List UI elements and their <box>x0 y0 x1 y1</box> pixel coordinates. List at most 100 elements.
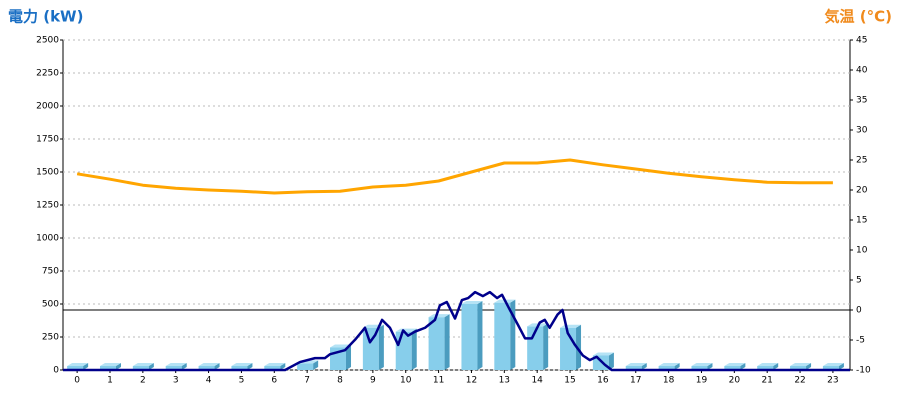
bar-face <box>641 363 647 370</box>
y-tick-label: 500 <box>42 300 59 310</box>
bar-face <box>806 363 812 370</box>
bar-face <box>757 363 779 366</box>
bar-face <box>99 366 116 370</box>
x-tick-label: 5 <box>239 376 245 386</box>
x-tick-label: 22 <box>794 376 805 386</box>
bar-face <box>198 363 220 366</box>
x-tick-label: 8 <box>337 376 343 386</box>
bar-face <box>494 302 511 370</box>
bar <box>362 324 384 370</box>
bar <box>67 363 89 370</box>
x-tick-label: 4 <box>206 376 212 386</box>
bar <box>494 299 516 370</box>
bar-face <box>822 366 839 370</box>
bar <box>790 363 812 370</box>
line <box>63 290 850 372</box>
y2-tick-label: -10 <box>856 366 871 376</box>
x-tick-label: 23 <box>827 376 838 386</box>
bar <box>592 352 614 370</box>
bar-face <box>592 352 614 356</box>
bar-face <box>346 344 352 370</box>
bar <box>822 363 844 370</box>
bar-face <box>264 363 286 366</box>
y-tick-label: 0 <box>53 366 59 376</box>
bar-face <box>757 366 774 370</box>
bar-face <box>608 352 614 370</box>
bar-face <box>99 363 121 366</box>
y2-tick-label: 20 <box>856 186 868 196</box>
bar-face <box>83 363 89 370</box>
bar-face <box>214 363 220 370</box>
bar-face <box>264 366 281 370</box>
bar-face <box>428 317 445 370</box>
x-tick-label: 15 <box>564 376 575 386</box>
y-tick-label: 250 <box>42 333 59 343</box>
y-axis-title: 電力 (kW) <box>8 8 83 26</box>
y2-tick-label: 5 <box>856 276 862 286</box>
x-tick-label: 2 <box>140 376 146 386</box>
x-tick-label: 13 <box>499 376 510 386</box>
bar-face <box>378 324 384 370</box>
x-tick-label: 11 <box>433 376 444 386</box>
y2-tick-label: 45 <box>856 36 867 46</box>
y2-tick-label: 0 <box>856 306 862 316</box>
bar-face <box>790 363 812 366</box>
y2-tick-label: 30 <box>856 126 868 136</box>
bar-face <box>773 363 779 370</box>
x-tick-label: 18 <box>663 376 675 386</box>
bar-face <box>362 327 379 370</box>
bar <box>99 363 121 370</box>
bar-face <box>740 363 746 370</box>
bar <box>724 363 746 370</box>
bar-face <box>132 366 149 370</box>
x-tick-label: 19 <box>696 376 708 386</box>
bar-face <box>625 363 647 366</box>
x-tick-label: 10 <box>400 376 412 386</box>
bar-face <box>838 363 844 370</box>
y-tick-label: 1750 <box>36 135 59 145</box>
y-tick-label: 1250 <box>36 201 59 211</box>
bar-face <box>790 366 807 370</box>
y2-tick-label: 25 <box>856 156 867 166</box>
y-tick-label: 2250 <box>36 69 59 79</box>
y-tick-label: 750 <box>42 267 59 277</box>
x-tick-label: 20 <box>729 376 741 386</box>
bar-face <box>444 314 450 370</box>
bar-face <box>297 363 314 370</box>
bar-face <box>231 363 253 366</box>
bar <box>165 363 187 370</box>
bar-face <box>395 331 412 370</box>
bar-face <box>132 363 154 366</box>
bar-face <box>461 300 483 304</box>
bar-face <box>576 324 582 370</box>
bar-face <box>67 366 84 370</box>
bar-face <box>67 363 89 366</box>
x-tick-label: 0 <box>74 376 80 386</box>
bar-face <box>411 328 417 370</box>
bar-face <box>165 363 187 366</box>
x-tick-label: 21 <box>761 376 772 386</box>
bar-face <box>148 363 154 370</box>
line <box>76 158 833 195</box>
x-tick-label: 3 <box>173 376 179 386</box>
y2-tick-label: 10 <box>856 246 868 256</box>
y-tick-label: 1000 <box>36 234 59 244</box>
x-tick-label: 17 <box>630 376 641 386</box>
bar-face <box>658 363 680 366</box>
bar-face <box>247 363 253 370</box>
bar-face <box>330 344 352 348</box>
y2-tick-label: 15 <box>856 216 867 226</box>
bar-face <box>592 355 609 370</box>
bar-face <box>181 363 187 370</box>
y-tick-label: 1500 <box>36 168 59 178</box>
bar-face <box>395 328 417 332</box>
bar <box>461 300 483 370</box>
y2-tick-label: 35 <box>856 96 867 106</box>
bar-face <box>707 363 713 370</box>
bar-face <box>231 366 248 370</box>
bar-face <box>691 363 713 366</box>
y2-tick-label: 40 <box>856 66 868 76</box>
bar <box>198 363 220 370</box>
y-tick-label: 2500 <box>36 36 59 46</box>
